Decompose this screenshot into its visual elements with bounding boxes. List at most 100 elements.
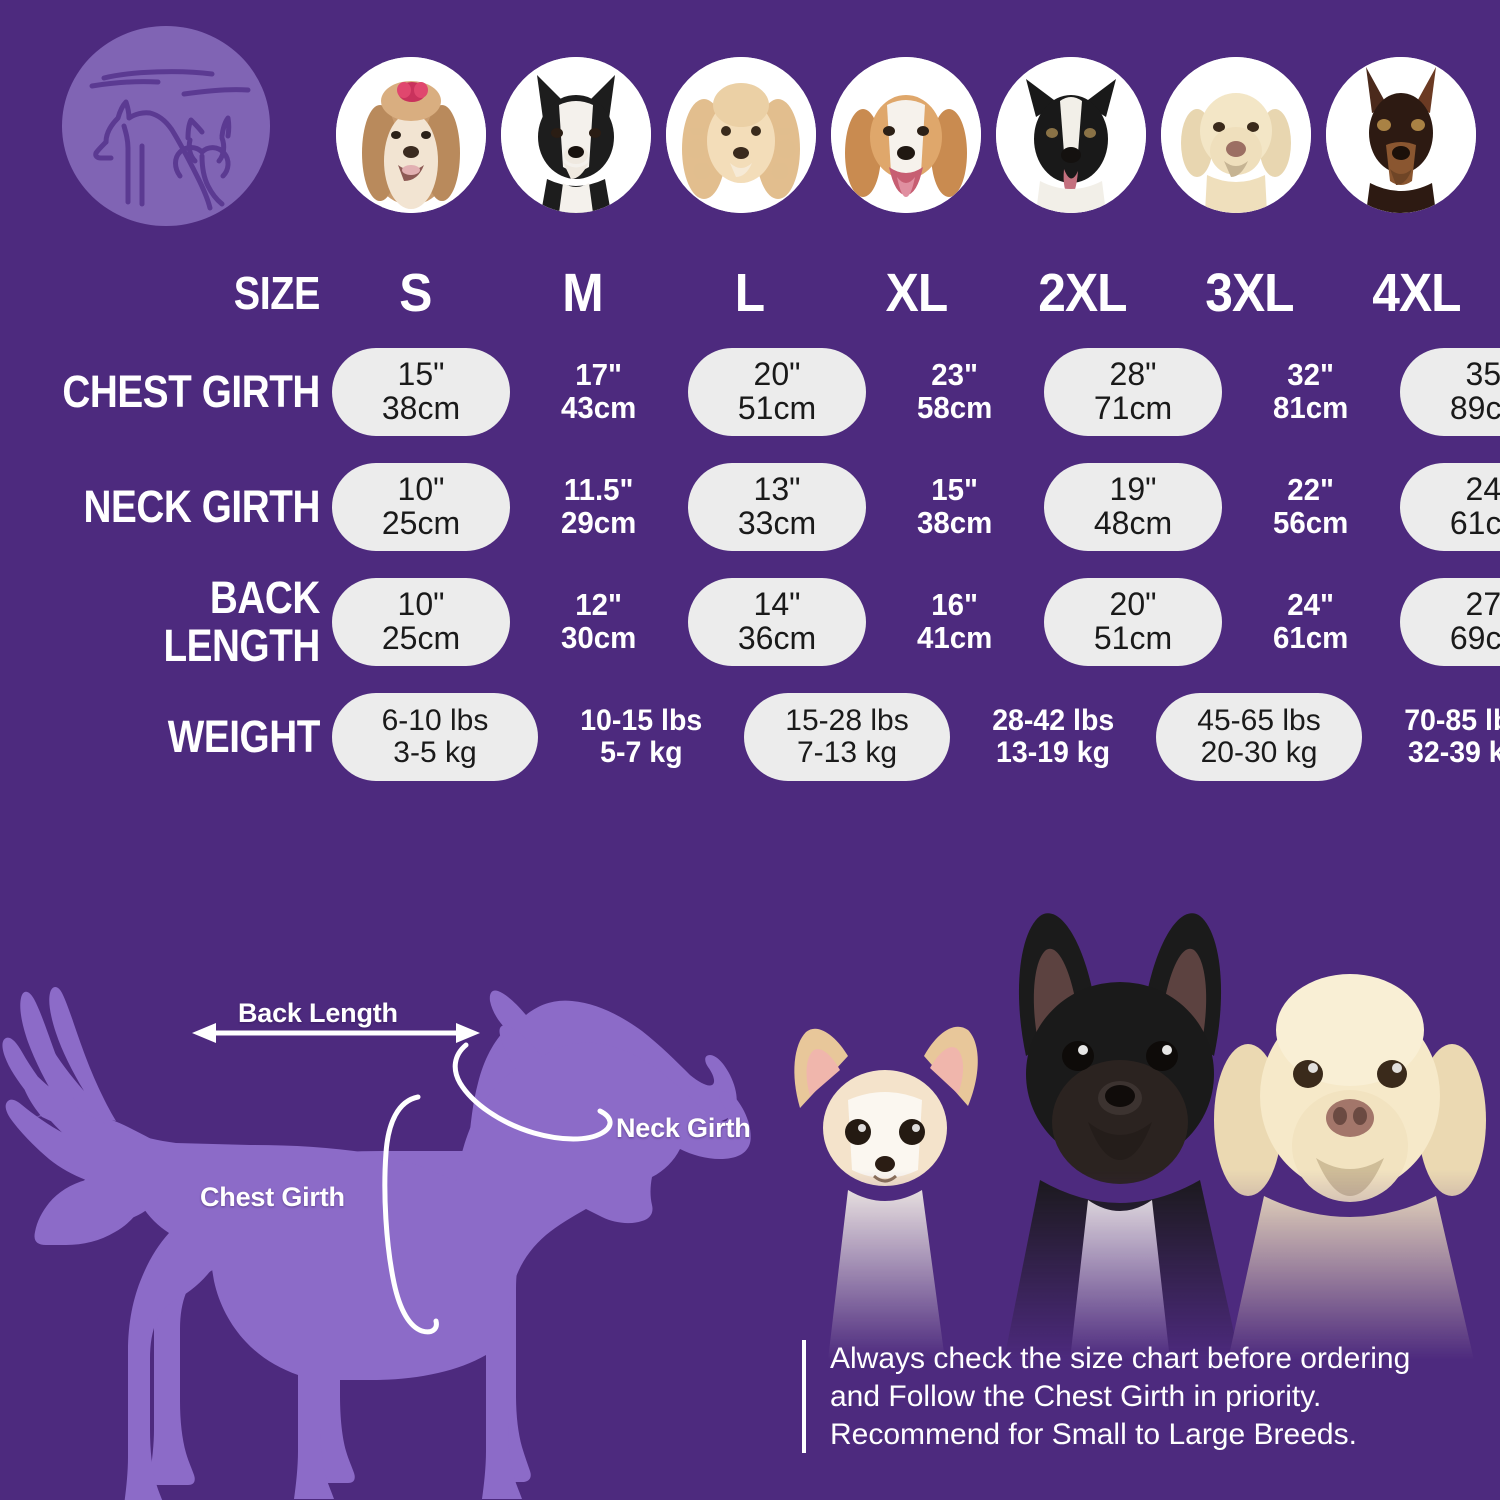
value-kg: 3-5 kg: [393, 735, 477, 769]
value-cm: 56cm: [1273, 504, 1349, 540]
labrador-photo: [1161, 57, 1311, 213]
border-collie-photo: [996, 57, 1146, 213]
cell-weight-s: 6-10 lbs 3-5 kg: [332, 692, 538, 781]
cocker-spaniel-photo: [666, 57, 816, 213]
value-kg: 13-19 kg: [995, 735, 1111, 769]
value-cm: 25cm: [381, 504, 461, 541]
callout-note: Always check the size chart before order…: [802, 1340, 1482, 1454]
value-inches: 20": [1109, 585, 1157, 622]
cell-back-2xl: 20" 51cm: [1044, 577, 1222, 666]
value-inches: 20": [753, 355, 801, 392]
cell-chest-3xl: 32" 81cm: [1222, 348, 1400, 436]
shih-tzu-photo: [336, 57, 486, 213]
column-header-m: M: [562, 263, 603, 323]
value-inches: 24": [1287, 586, 1335, 622]
top-bar: [0, 0, 1500, 248]
cell-chest-l: 20" 51cm: [688, 347, 866, 436]
cell-chest-xl: 23" 58cm: [866, 348, 1044, 436]
value-kg: 7-13 kg: [796, 735, 898, 769]
cell-weight-l: 15-28 lbs 7-13 kg: [744, 692, 950, 781]
value-kg: 20-30 kg: [1200, 735, 1318, 769]
value-inches: 17": [575, 356, 623, 392]
column-header-xl: XL: [885, 263, 948, 323]
value-inches: 35": [1465, 355, 1500, 392]
breed-portrait-beagle: [831, 57, 981, 213]
value-inches: 14": [753, 585, 801, 622]
back-length-arrow: [192, 1023, 480, 1043]
cell-back-s: 10" 25cm: [332, 577, 510, 666]
cell-weight-2xl: 45-65 lbs 20-30 kg: [1156, 692, 1362, 781]
row-label-weight: WEIGHT: [167, 710, 321, 762]
breed-portrait-cocker-spaniel: [666, 57, 816, 213]
value-cm: 61cm: [1449, 504, 1500, 541]
value-cm: 58cm: [917, 389, 993, 425]
french-bulldog-photo: [1004, 913, 1240, 1360]
doberman-photo: [1326, 57, 1476, 213]
cell-neck-l: 13" 33cm: [688, 462, 866, 551]
cell-chest-s: 15" 38cm: [332, 347, 510, 436]
beagle-photo: [831, 57, 981, 213]
value-inches: 15": [931, 471, 979, 507]
value-lbs: 10-15 lbs: [579, 703, 702, 737]
value-inches: 11.5": [564, 471, 634, 507]
value-inches: 10": [397, 585, 445, 622]
cell-neck-3xl: 22" 56cm: [1222, 463, 1400, 551]
breed-portrait-strip: [336, 50, 1476, 220]
breed-portrait-shih-tzu: [336, 57, 486, 213]
diagram-label-back-length: Back Length: [238, 998, 398, 1028]
value-cm: 89cm: [1449, 389, 1500, 426]
value-inches: 19": [1109, 470, 1157, 507]
value-inches: 22": [1287, 471, 1335, 507]
boston-terrier-photo: [501, 57, 651, 213]
breed-portrait-labrador: [1161, 57, 1311, 213]
measurement-diagram: [0, 855, 780, 1500]
value-inches: 28": [1109, 355, 1157, 392]
table-row-chest-girth: CHEST GIRTH 15" 38cm 17" 43cm 20" 51cm 2…: [0, 334, 1500, 449]
value-kg: 32-39 kg: [1407, 735, 1500, 769]
value-inches: 12": [575, 586, 623, 622]
cell-neck-s: 10" 25cm: [332, 462, 510, 551]
value-inches: 24": [1465, 470, 1500, 507]
chihuahua-photo: [794, 1026, 978, 1360]
value-cm: 51cm: [737, 389, 817, 426]
value-cm: 29cm: [561, 504, 637, 540]
cell-weight-xl: 28-42 lbs 13-19 kg: [950, 693, 1156, 781]
dog-cat-circle-icon: [89, 69, 251, 211]
three-dogs-photo: [794, 913, 1486, 1360]
breed-portrait-doberman: [1326, 57, 1476, 213]
value-inches: 13": [753, 470, 801, 507]
row-label-chest-girth: CHEST GIRTH: [62, 365, 320, 417]
table-corner-label: SIZE: [233, 267, 321, 319]
value-lbs: 45-65 lbs: [1197, 703, 1321, 737]
value-inches: 23": [931, 356, 979, 392]
callout-line-1: Always check the size chart before order…: [830, 1342, 1411, 1375]
cell-neck-4xl: 24" 61cm: [1400, 462, 1500, 551]
row-label-neck-girth: NECK GIRTH: [83, 480, 320, 532]
value-cm: 25cm: [381, 619, 461, 656]
table-row-weight: WEIGHT 6-10 lbs 3-5 kg 10-15 lbs 5-7 kg …: [0, 679, 1500, 794]
value-lbs: 6-10 lbs: [381, 703, 489, 737]
column-header-s: S: [399, 263, 432, 323]
chest-girth-loop: [382, 1094, 439, 1335]
diagram-label-chest-girth: Chest Girth: [200, 1182, 345, 1212]
cell-neck-m: 11.5" 29cm: [510, 463, 688, 551]
cell-back-m: 12" 30cm: [510, 578, 688, 666]
value-inches: 10": [397, 470, 445, 507]
cell-back-l: 14" 36cm: [688, 577, 866, 666]
size-table: SIZE S M L XL 2XL 3XL 4XL CHEST GIRTH 15…: [0, 252, 1500, 794]
table-header-row: SIZE S M L XL 2XL 3XL 4XL: [0, 252, 1500, 334]
diagram-label-neck-girth: Neck Girth: [616, 1113, 751, 1143]
value-cm: 43cm: [561, 389, 637, 425]
table-row-back-length: BACK LENGTH 10" 25cm 12" 30cm 14" 36cm 1…: [0, 564, 1500, 679]
column-header-3xl: 3XL: [1205, 263, 1295, 323]
value-cm: 36cm: [737, 619, 817, 656]
value-inches: 15": [397, 355, 445, 392]
value-cm: 61cm: [1273, 619, 1349, 655]
value-inches: 32": [1287, 356, 1335, 392]
dog-silhouette-diagram: [2, 987, 751, 1500]
labrador-photo: [1214, 974, 1486, 1360]
cell-neck-2xl: 19" 48cm: [1044, 462, 1222, 551]
cell-chest-4xl: 35" 89cm: [1400, 347, 1500, 436]
value-kg: 5-7 kg: [599, 735, 683, 769]
value-cm: 33cm: [737, 504, 817, 541]
